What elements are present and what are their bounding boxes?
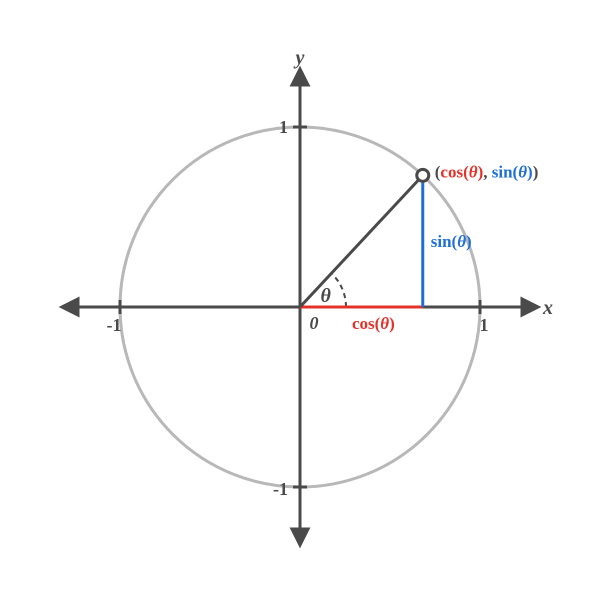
angle-theta-label: θ <box>320 285 331 307</box>
origin-label: 0 <box>310 313 319 333</box>
tick-label-y-pos: 1 <box>279 117 288 137</box>
cos-label: cos(θ) <box>352 314 395 333</box>
y-axis-label: y <box>294 47 305 69</box>
sin-label: sin(θ) <box>431 232 472 251</box>
angle-arc <box>331 273 346 307</box>
tick-label-x-pos: 1 <box>480 315 489 335</box>
tick-label-x-neg: -1 <box>107 315 122 335</box>
circle-point <box>417 169 429 181</box>
x-axis-label: x <box>542 297 553 319</box>
unit-circle-diagram: 1 -1 1 -1 x y 0 θ cos(θ) sin(θ) (cos(θ),… <box>0 0 600 600</box>
point-coord-label: (cos(θ), sin(θ)) <box>435 162 539 181</box>
radius-line <box>300 175 423 307</box>
tick-label-y-neg: -1 <box>273 479 288 499</box>
